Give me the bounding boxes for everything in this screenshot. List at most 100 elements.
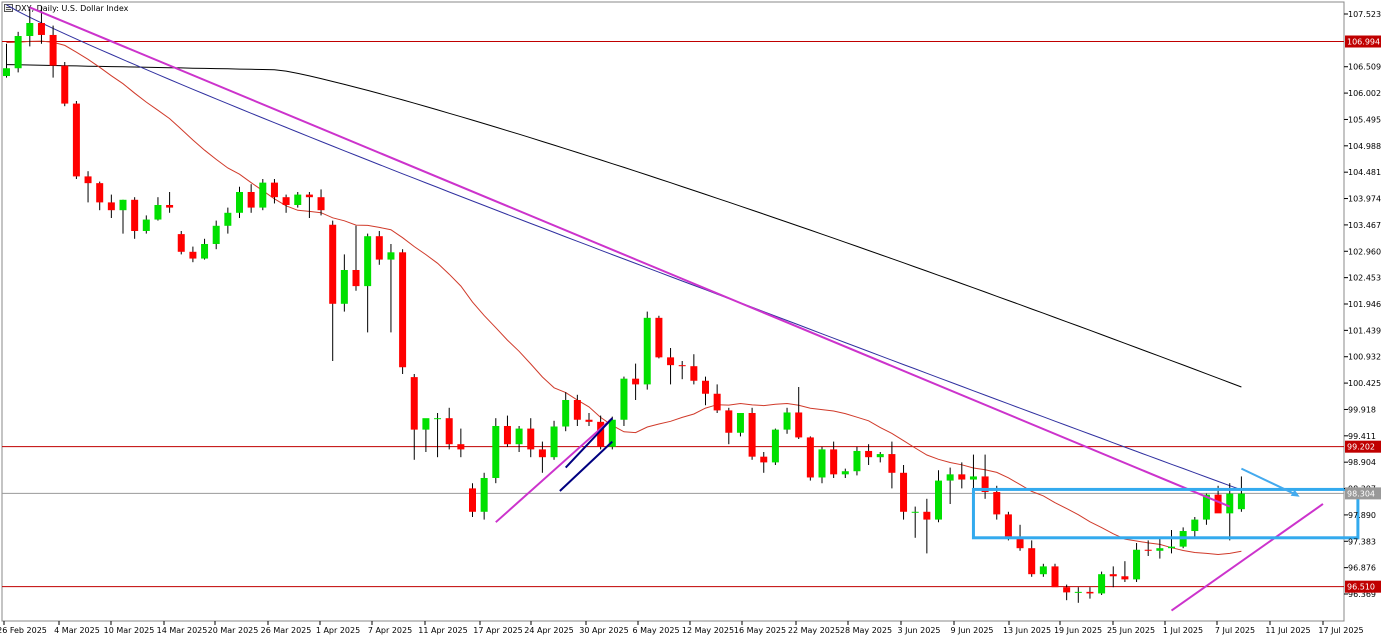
candle-body[interactable] [434,418,442,420]
candle-body[interactable] [1121,576,1129,580]
downtrend-line[interactable] [29,6,1231,508]
candle-body[interactable] [935,480,942,520]
candle-body[interactable] [340,269,348,304]
candle-body[interactable] [736,412,744,433]
candle-body[interactable] [282,197,290,205]
candle-body[interactable] [224,212,232,226]
candle-body[interactable] [492,425,500,478]
candle-body[interactable] [585,419,593,422]
candle-body[interactable] [725,410,733,433]
candle-body[interactable] [201,243,209,259]
candle-body[interactable] [515,428,523,445]
candle-body[interactable] [865,450,873,458]
candle-body[interactable] [573,399,581,420]
consolidation-box[interactable] [971,487,1360,540]
candle-body[interactable] [562,399,570,427]
candle-body[interactable] [422,418,430,430]
candle-body[interactable] [1063,587,1071,593]
candle-body[interactable] [119,199,127,211]
candle-body[interactable] [853,450,861,472]
candle-body[interactable] [1191,519,1199,532]
candle-body[interactable] [96,183,104,203]
candle-body[interactable] [352,269,360,287]
candle-body[interactable] [329,224,337,304]
candle-body[interactable] [270,182,278,198]
candle-body[interactable] [480,477,488,512]
candle-body[interactable] [969,476,977,480]
candle-body[interactable] [37,22,45,35]
candle-body[interactable] [702,380,709,394]
candle-body[interactable] [26,22,34,36]
candle-body[interactable] [620,378,628,420]
candle-body[interactable] [1168,546,1175,549]
candle-body[interactable] [72,103,80,177]
candle-body[interactable] [643,317,651,385]
candle-body[interactable] [503,425,511,445]
candle-body[interactable] [1109,574,1117,577]
candle-body[interactable] [364,236,372,287]
candle-body[interactable] [154,204,162,220]
candle-body[interactable] [1237,493,1245,510]
candle-body[interactable] [1016,537,1024,549]
candle-body[interactable] [900,472,908,512]
candle-body[interactable] [538,449,546,458]
candle-body[interactable] [806,437,814,478]
candle-body[interactable] [399,252,407,368]
channel-upper-line[interactable] [564,417,614,469]
candle-body[interactable] [981,476,989,493]
candle-body[interactable] [876,454,884,458]
candle-body[interactable] [410,377,418,430]
candle-body[interactable] [748,412,756,457]
candle-body[interactable] [14,35,22,69]
candle-body[interactable] [177,234,185,252]
candle-body[interactable] [655,317,663,358]
candle-body[interactable] [445,418,453,445]
candle-body[interactable] [783,412,791,430]
candle-body[interactable] [608,419,616,447]
candle-body[interactable] [911,511,919,513]
candle-body[interactable] [841,471,849,475]
candle-body[interactable] [1202,494,1210,520]
candle-body[interactable] [958,474,966,480]
candle-body[interactable] [317,197,325,211]
candle-body[interactable] [888,454,896,473]
candle-body[interactable] [771,429,779,463]
candle-body[interactable] [597,421,605,447]
candle-body[interactable] [236,191,243,213]
candle-body[interactable] [713,393,721,411]
candle-body[interactable] [1133,549,1141,580]
candle-body[interactable] [142,219,150,231]
candle-body[interactable] [49,34,57,66]
candle-body[interactable] [667,357,675,366]
candle-body[interactable] [1004,514,1012,538]
candle-body[interactable] [1156,548,1164,551]
candle-body[interactable] [923,511,931,520]
candle-body[interactable] [632,378,640,385]
candle-body[interactable] [131,199,139,231]
candle-body[interactable] [1086,591,1094,594]
candle-body[interactable] [107,202,115,211]
candle-body[interactable] [550,426,558,458]
candle-body[interactable] [457,444,465,450]
candle-body[interactable] [375,236,383,260]
candle-body[interactable] [1028,548,1036,575]
candle-body[interactable] [1039,566,1047,575]
candle-body[interactable] [1214,494,1222,514]
candle-body[interactable] [946,474,954,481]
july-uptrend-line[interactable] [1170,503,1324,612]
candle-body[interactable] [294,194,302,205]
candle-body[interactable] [189,251,197,259]
candle-body[interactable] [1074,591,1082,593]
candle-body[interactable] [305,194,313,198]
channel-lower-line[interactable] [559,440,613,492]
candle-body[interactable] [247,191,255,208]
candle-body[interactable] [212,225,220,244]
candle-body[interactable] [678,365,686,367]
candle-body[interactable] [690,366,698,381]
candle-body[interactable] [1226,493,1234,514]
candle-body[interactable] [795,412,803,438]
candle-body[interactable] [1051,566,1059,588]
candle-body[interactable] [527,428,535,450]
